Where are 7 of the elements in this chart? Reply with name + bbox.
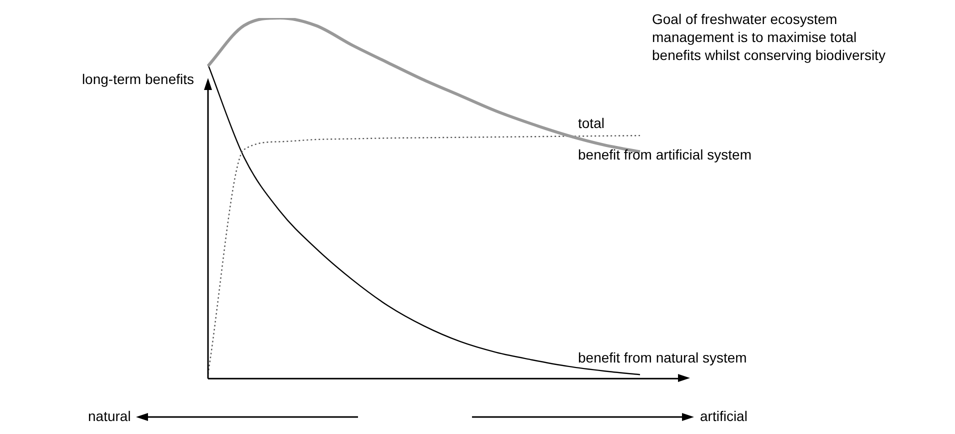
text: natural: [88, 408, 131, 424]
text: artificial: [700, 408, 748, 424]
annotation: Goal of freshwater ecosystem management is to maximise total benefits whilst conserving biodiversity: [652, 10, 886, 64]
series-label: benefit from natural system: [578, 350, 747, 366]
series-label: benefit from artificial system: [578, 146, 752, 163]
y-axis-title: long-term benefits: [82, 71, 194, 87]
series-label: total: [578, 114, 604, 131]
